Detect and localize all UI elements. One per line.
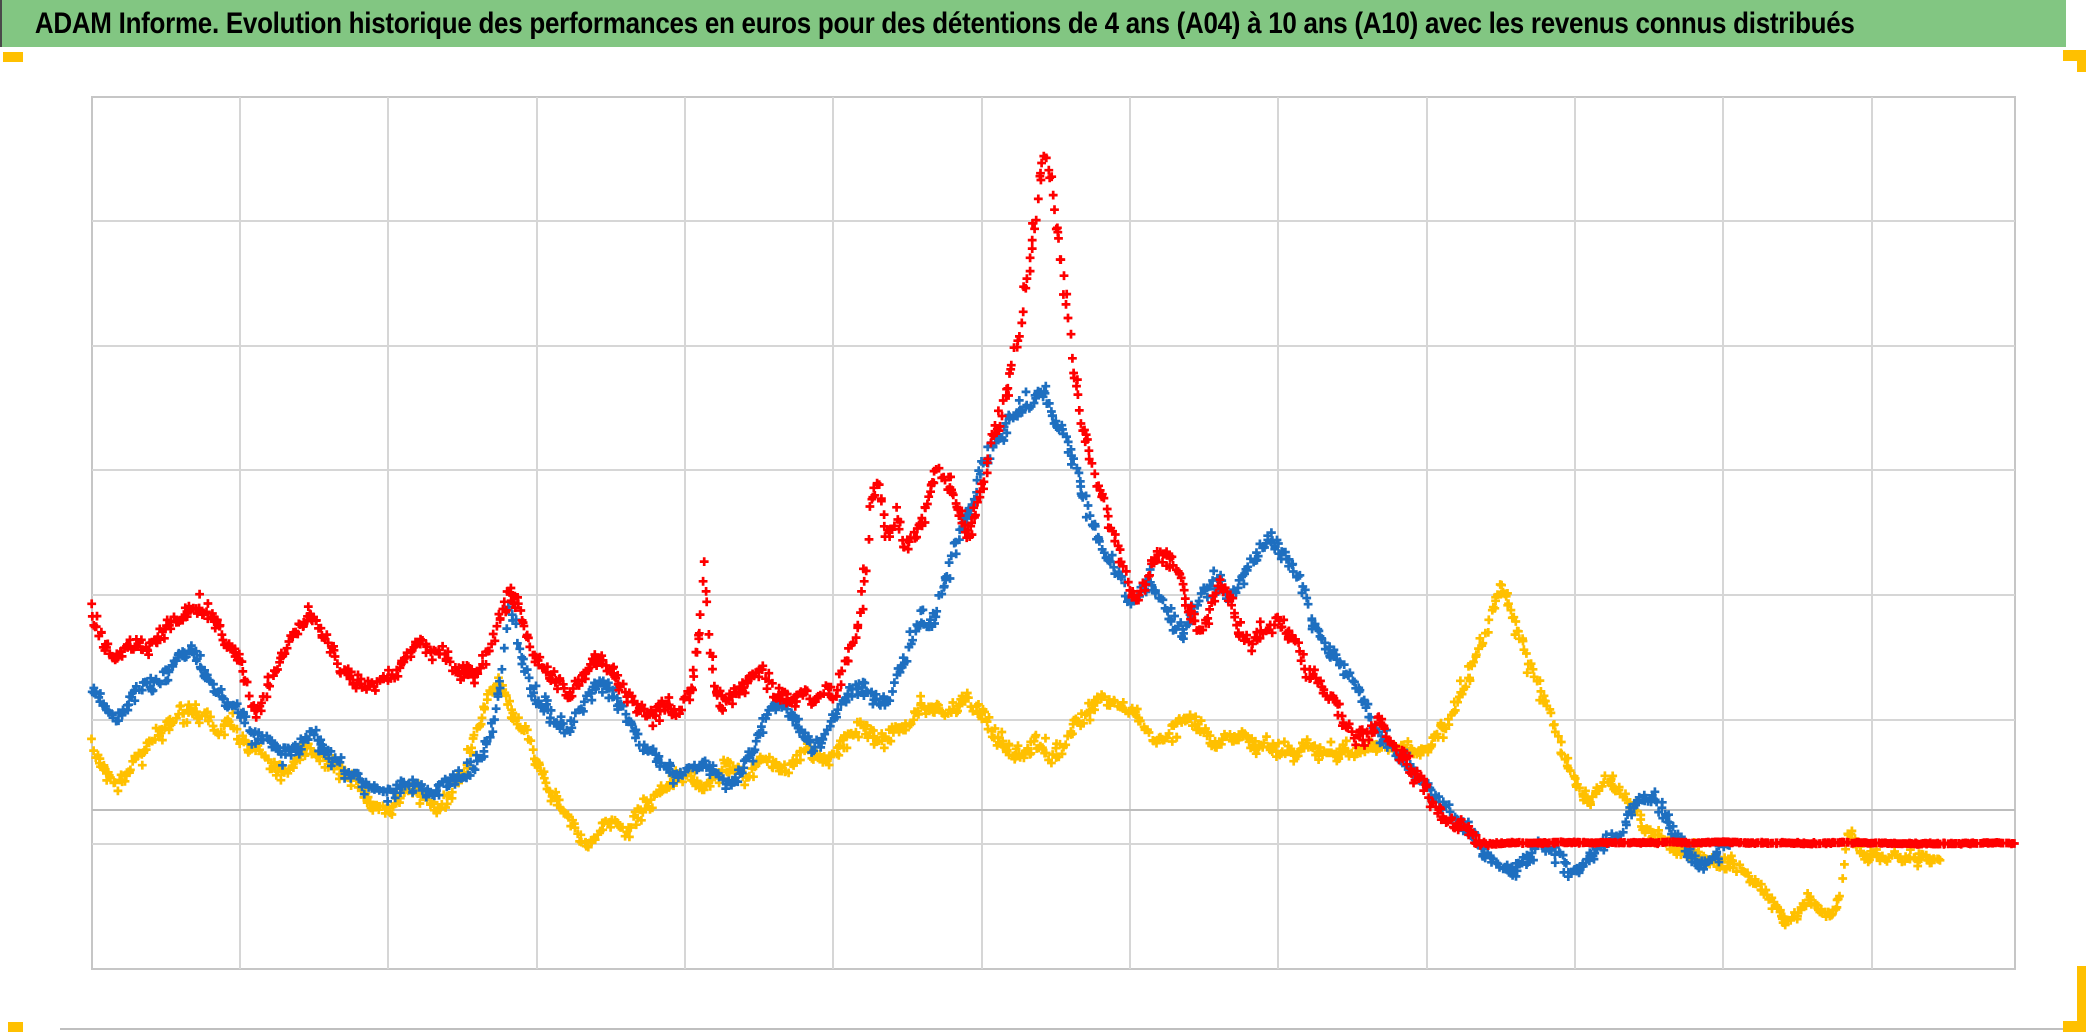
corner-accent-top-left: [3, 52, 23, 62]
page-title: ADAM Informe. Evolution historique des p…: [34, 6, 1855, 40]
bottom-divider: [60, 1028, 2063, 1030]
corner-accent-top-right-horizontal: [2063, 50, 2086, 61]
corner-accent-bottom-right-vertical: [2077, 966, 2086, 1032]
red-series: [87, 151, 2019, 850]
gold-series: [87, 580, 1945, 930]
corner-accent-bottom-right-horizontal: [2063, 1021, 2086, 1032]
corner-accent-top-right-vertical: [2077, 50, 2086, 72]
corner-accent-bottom-left: [8, 1022, 23, 1032]
title-banner: ADAM Informe. Evolution historique des p…: [0, 0, 2066, 47]
